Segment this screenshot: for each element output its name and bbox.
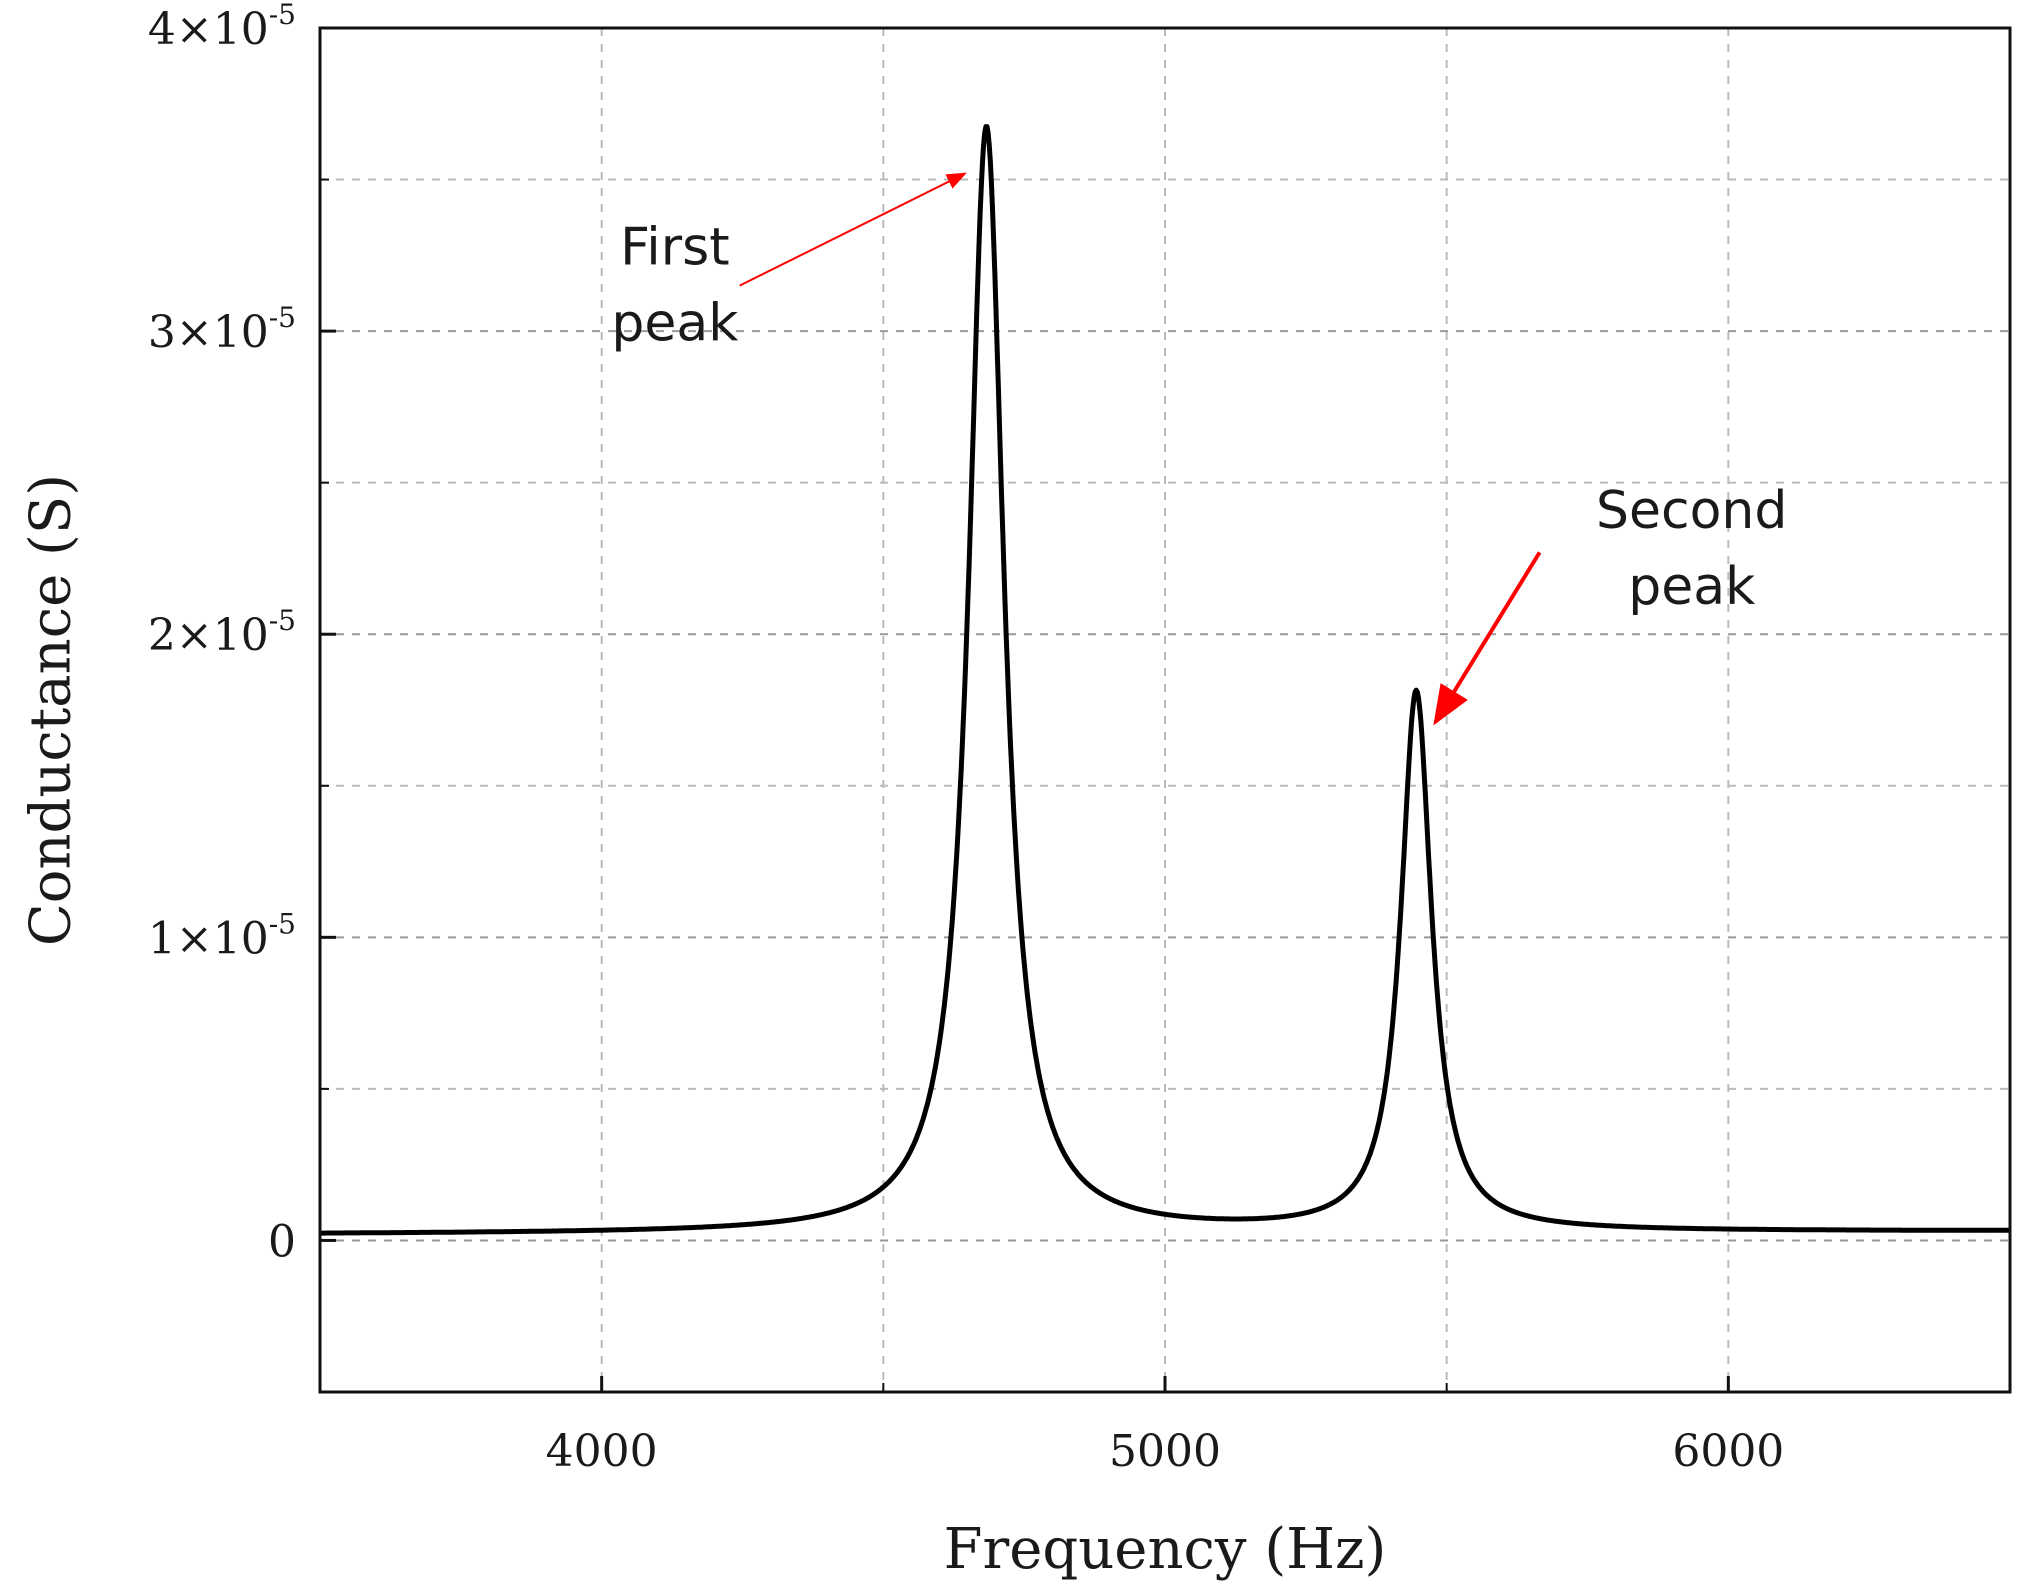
x-tick-label: 4000 — [546, 1426, 658, 1477]
first-peak-annotation-text: First peak — [611, 217, 738, 353]
y-tick-label: 0 — [268, 1216, 296, 1267]
x-tick-label: 5000 — [1109, 1426, 1221, 1477]
grid — [320, 27, 2010, 1392]
second-peak-annotation-text: Second peak — [1596, 481, 1787, 617]
y-tick-label: 1×10-5 — [148, 907, 296, 964]
y-axis-title: Conductance (S) — [19, 474, 84, 946]
ticks: 4000 5000 6000 0 1×10-5 2×10-5 3×10-5 4×10-5 — [148, 0, 1784, 1477]
y-tick-label: 4×10-5 — [148, 0, 296, 55]
y-tick-label: 2×10-5 — [148, 604, 296, 661]
y-tick-label: 3×10-5 — [148, 301, 296, 358]
x-tick-label: 6000 — [1672, 1426, 1784, 1477]
annotations: First peak Second peak — [611, 172, 1787, 726]
series-layer — [318, 124, 2012, 1236]
first-peak-annotation-arrow — [739, 172, 967, 287]
conductance-series-line — [318, 124, 2012, 1236]
second-peak-annotation-arrow — [1433, 551, 1542, 726]
x-axis-title: Frequency (Hz) — [944, 1517, 1387, 1582]
